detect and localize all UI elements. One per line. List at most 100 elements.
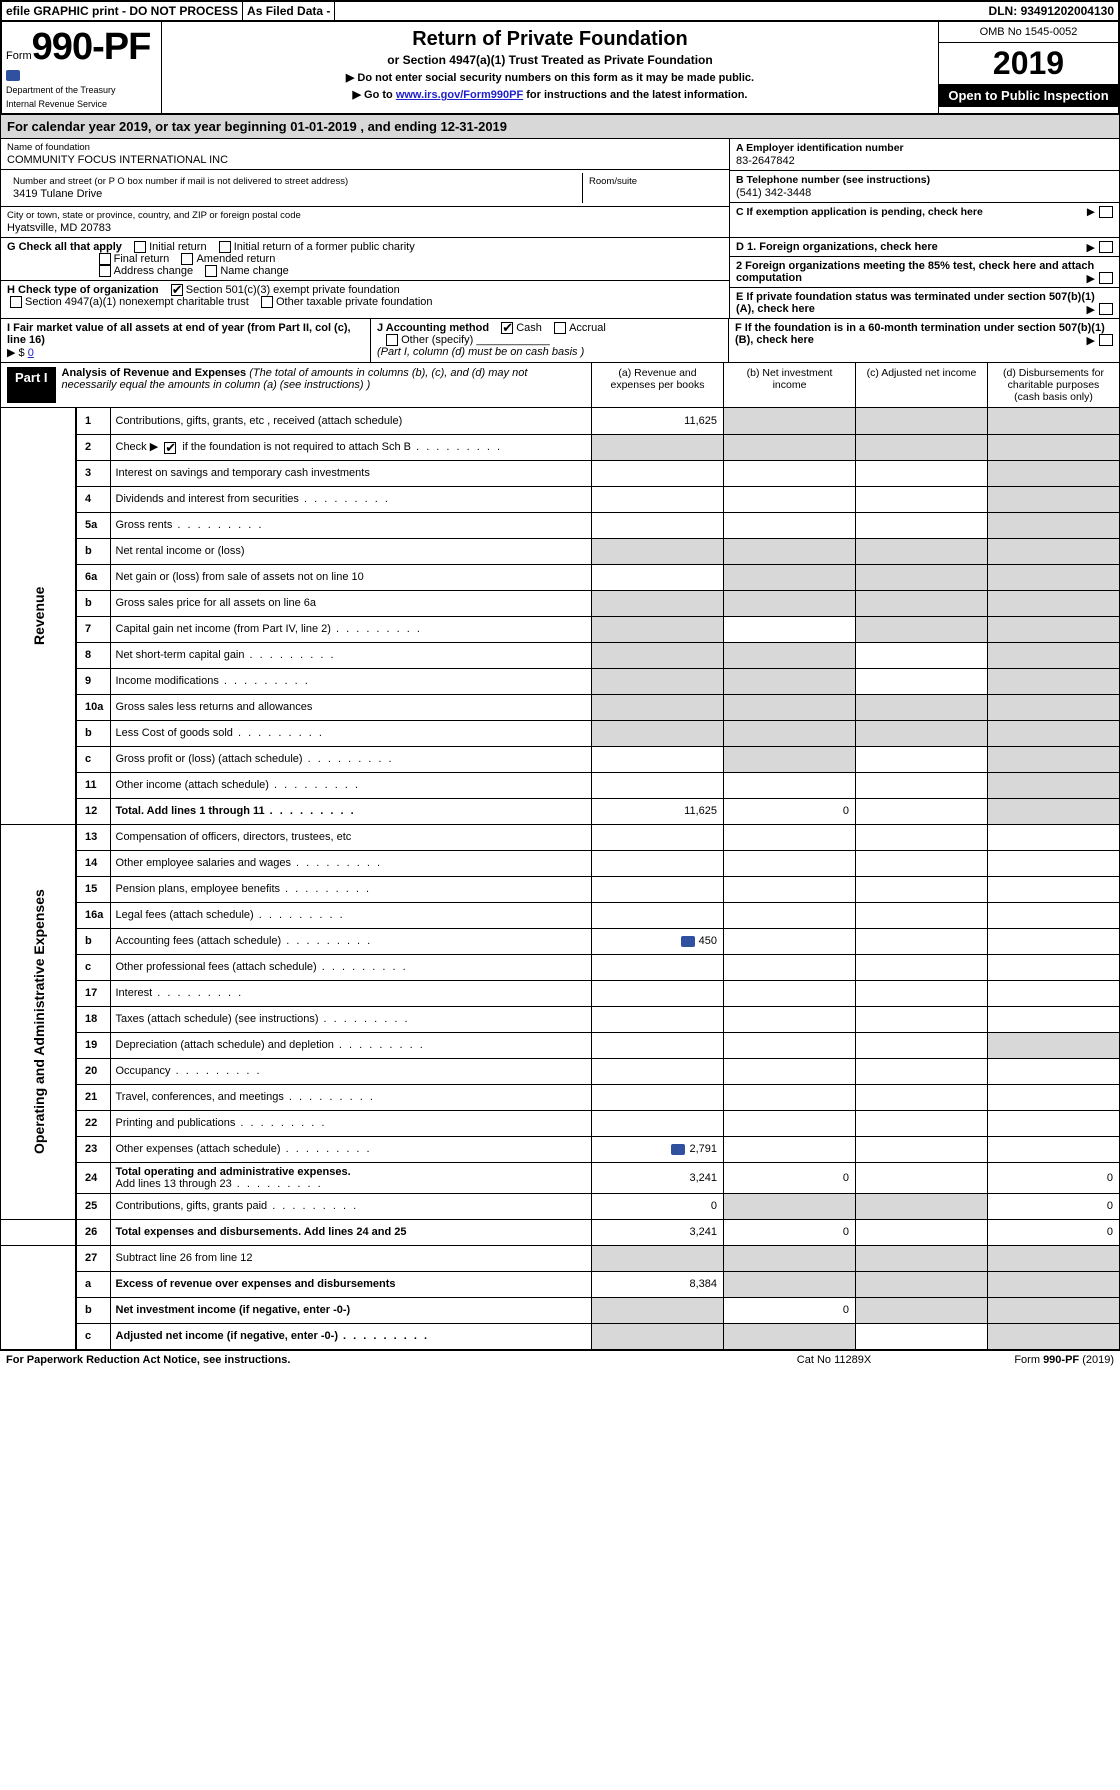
amt-d: 0	[988, 1193, 1120, 1219]
j-note: (Part I, column (d) must be on cash basi…	[377, 346, 584, 358]
ijf-row: I Fair market value of all assets at end…	[0, 319, 1120, 363]
row-desc: Taxes (attach schedule) (see instruction…	[110, 1006, 592, 1032]
h-row: H Check type of organization Section 501…	[1, 281, 729, 311]
g-amended-checkbox[interactable]	[181, 253, 193, 265]
row-desc: Dividends and interest from securities	[110, 486, 592, 512]
row-num: 21	[76, 1084, 110, 1110]
j-other-checkbox[interactable]	[386, 334, 398, 346]
g-address-checkbox[interactable]	[99, 265, 111, 277]
row-desc: Compensation of officers, directors, tru…	[110, 824, 592, 850]
row-num: 23	[76, 1136, 110, 1162]
h-other-checkbox[interactable]	[261, 296, 273, 308]
expenses-side-label: Operating and Administrative Expenses	[1, 824, 77, 1219]
row-num: 4	[76, 486, 110, 512]
table-row: 3Interest on savings and temporary cash …	[1, 460, 1120, 486]
row-num: 13	[76, 824, 110, 850]
row-num: c	[76, 1323, 110, 1349]
goto-line: ▶ Go to www.irs.gov/Form990PF for instru…	[168, 88, 932, 101]
h-501c3-checkbox[interactable]	[171, 284, 183, 296]
row-desc: Gross profit or (loss) (attach schedule)	[110, 746, 592, 772]
street-address: 3419 Tulane Drive	[13, 188, 576, 200]
row-num: 3	[76, 460, 110, 486]
h-4947-checkbox[interactable]	[10, 296, 22, 308]
form-header: Form990-PF Department of the Treasury In…	[0, 20, 1120, 115]
name-label: Name of foundation	[7, 142, 723, 153]
cat-number: Cat No 11289X	[754, 1354, 914, 1366]
schb-checkbox[interactable]	[164, 442, 176, 454]
calendar-year-row: For calendar year 2019, or tax year begi…	[0, 115, 1120, 139]
table-row: 25Contributions, gifts, grants paid00	[1, 1193, 1120, 1219]
table-row: 22Printing and publications	[1, 1110, 1120, 1136]
table-row: 17Interest	[1, 980, 1120, 1006]
room-label: Room/suite	[589, 176, 717, 187]
phone-value: (541) 342-3448	[736, 187, 1113, 199]
row-num: 12	[76, 798, 110, 824]
tax-year: 2019	[939, 43, 1118, 84]
g-final-checkbox[interactable]	[99, 253, 111, 265]
e-checkbox[interactable]	[1099, 303, 1113, 315]
g-initial: Initial return	[149, 241, 206, 253]
table-row: 23Other expenses (attach schedule)2,791	[1, 1136, 1120, 1162]
row-num: 7	[76, 616, 110, 642]
g-final: Final return	[114, 253, 170, 265]
row-num: 5a	[76, 512, 110, 538]
row-num: 16a	[76, 902, 110, 928]
part1-table: Revenue 1Contributions, gifts, grants, e…	[0, 408, 1120, 1350]
arrow-icon: ▶	[1087, 303, 1095, 316]
f-cell: F If the foundation is in a 60-month ter…	[729, 319, 1119, 362]
header-left: Form990-PF Department of the Treasury In…	[2, 22, 162, 113]
form-ref: Form 990-PF (2019)	[914, 1354, 1114, 1366]
table-row: 26Total expenses and disbursements. Add …	[1, 1219, 1120, 1245]
as-filed-label: As Filed Data -	[243, 2, 335, 20]
irs-link[interactable]: www.irs.gov/Form990PF	[396, 89, 523, 101]
row-desc: Other income (attach schedule)	[110, 772, 592, 798]
row-num: 14	[76, 850, 110, 876]
h-501c3: Section 501(c)(3) exempt private foundat…	[186, 284, 400, 296]
row-num: b	[76, 720, 110, 746]
row-desc: Net short-term capital gain	[110, 642, 592, 668]
form-subtitle: or Section 4947(a)(1) Trust Treated as P…	[168, 53, 932, 67]
table-row: 20Occupancy	[1, 1058, 1120, 1084]
j-accrual-checkbox[interactable]	[554, 322, 566, 334]
f-label: F If the foundation is in a 60-month ter…	[735, 322, 1105, 346]
table-row: 27Subtract line 26 from line 12	[1, 1245, 1120, 1271]
table-row: 19Depreciation (attach schedule) and dep…	[1, 1032, 1120, 1058]
name-row: Name of foundation COMMUNITY FOCUS INTER…	[1, 139, 729, 170]
dln-value: 93491202004130	[1021, 4, 1114, 18]
g-initial-checkbox[interactable]	[134, 241, 146, 253]
row-num: 18	[76, 1006, 110, 1032]
part1-header-row: Part I Analysis of Revenue and Expenses …	[0, 363, 1120, 408]
h-label: H Check type of organization	[7, 284, 159, 296]
table-row: 14Other employee salaries and wages	[1, 850, 1120, 876]
j-cash-checkbox[interactable]	[501, 322, 513, 334]
dln-cell: DLN: 93491202004130	[985, 2, 1118, 20]
row-num: b	[76, 928, 110, 954]
i-value[interactable]: 0	[28, 347, 34, 359]
g-former: Initial return of a former public charit…	[234, 241, 415, 253]
row-num: 8	[76, 642, 110, 668]
table-row: 9Income modifications	[1, 668, 1120, 694]
attachment-icon[interactable]	[681, 936, 695, 947]
amt-b: 0	[724, 1219, 856, 1245]
arrow-icon: ▶	[1087, 206, 1095, 218]
d2-checkbox[interactable]	[1099, 272, 1113, 284]
table-row: 10aGross sales less returns and allowanc…	[1, 694, 1120, 720]
table-row: 8Net short-term capital gain	[1, 642, 1120, 668]
row-desc: Contributions, gifts, grants paid	[110, 1193, 592, 1219]
row-desc: Total expenses and disbursements. Add li…	[110, 1219, 592, 1245]
row-num: 2	[76, 434, 110, 460]
row-num: 1	[76, 408, 110, 434]
attachment-icon[interactable]	[671, 1144, 685, 1155]
exemption-checkbox[interactable]	[1099, 206, 1113, 218]
g-name-checkbox[interactable]	[205, 265, 217, 277]
f-checkbox[interactable]	[1099, 334, 1113, 346]
row-desc: Travel, conferences, and meetings	[110, 1084, 592, 1110]
part1-title: Analysis of Revenue and Expenses	[62, 367, 247, 379]
h-4947: Section 4947(a)(1) nonexempt charitable …	[25, 296, 249, 308]
d1-checkbox[interactable]	[1099, 241, 1113, 253]
j-other: Other (specify)	[401, 334, 473, 346]
amt-b: 0	[724, 1297, 856, 1323]
e-row: E If private foundation status was termi…	[730, 288, 1119, 318]
row-desc: Interest on savings and temporary cash i…	[110, 460, 592, 486]
g-former-checkbox[interactable]	[219, 241, 231, 253]
